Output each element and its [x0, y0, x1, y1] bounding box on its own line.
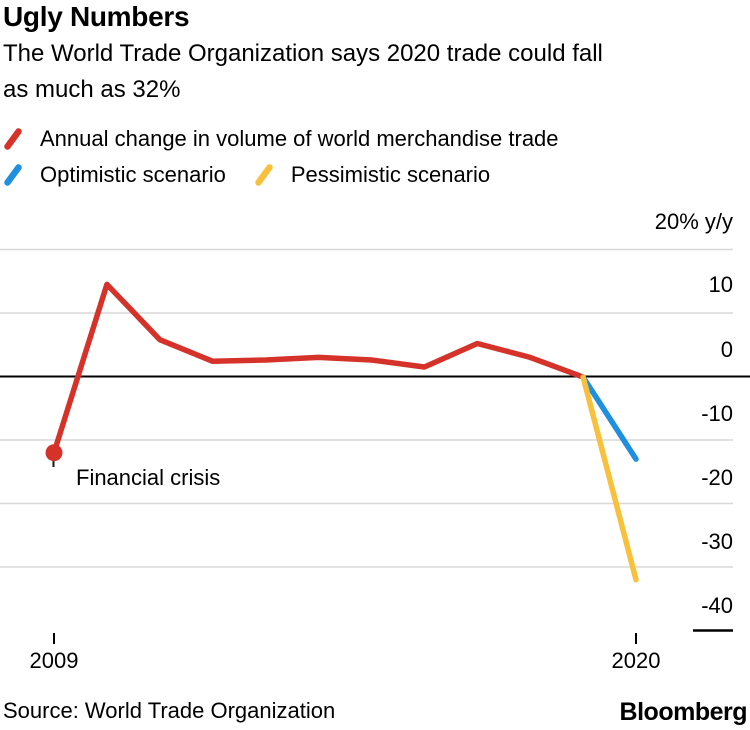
yellow-slash-icon [255, 164, 273, 186]
legend-label-optimistic: Optimistic scenario [40, 162, 226, 187]
subtitle-line-1: The World Trade Organization says 2020 t… [3, 40, 603, 67]
x-axis-label-2009: 2009 [29, 648, 79, 673]
legend-item-pessimistic: Pessimistic scenario [254, 162, 490, 188]
financial-crisis-dot [45, 444, 63, 462]
y-axis-label-n10: -10 [701, 401, 733, 426]
y-axis-label-20: 20% y/y [654, 209, 733, 234]
x-axis-label-2020: 2020 [611, 648, 661, 673]
legend-item-annual-change: Annual change in volume of world merchan… [3, 126, 559, 152]
subtitle-line-2: as much as 32% [3, 76, 181, 103]
source-text: Source: World Trade Organization [3, 698, 336, 723]
series-annual-change-line [51, 281, 586, 456]
y-axis-label-10: 10 [708, 272, 733, 297]
financial-crisis-annotation: Financial crisis [76, 465, 221, 490]
y-axis-label-n20: -20 [701, 465, 733, 490]
y-axis-label-n40: -40 [701, 593, 733, 618]
series-pessimistic-line [580, 374, 639, 583]
red-slash-icon [4, 128, 22, 150]
x-axis-ticks [53, 633, 637, 644]
legend-label-annual-change: Annual change in volume of world merchan… [40, 126, 559, 151]
bloomberg-logo: Bloomberg [619, 698, 748, 726]
legend-row-1: Annual change in volume of world merchan… [3, 126, 559, 152]
series-optimistic-line [580, 374, 639, 462]
chart-title: Ugly Numbers [3, 1, 190, 32]
gridlines [0, 248, 733, 568]
y-axis-label-n30: -30 [701, 529, 733, 554]
legend-row-2: Optimistic scenario Pessimistic scenario [3, 162, 490, 188]
chart-subtitle: The World Trade Organization says 2020 t… [3, 36, 603, 108]
legend-item-optimistic: Optimistic scenario [3, 162, 226, 188]
blue-slash-icon [4, 164, 22, 186]
y-axis-label-0: 0 [720, 337, 733, 362]
legend-label-pessimistic: Pessimistic scenario [290, 162, 491, 187]
